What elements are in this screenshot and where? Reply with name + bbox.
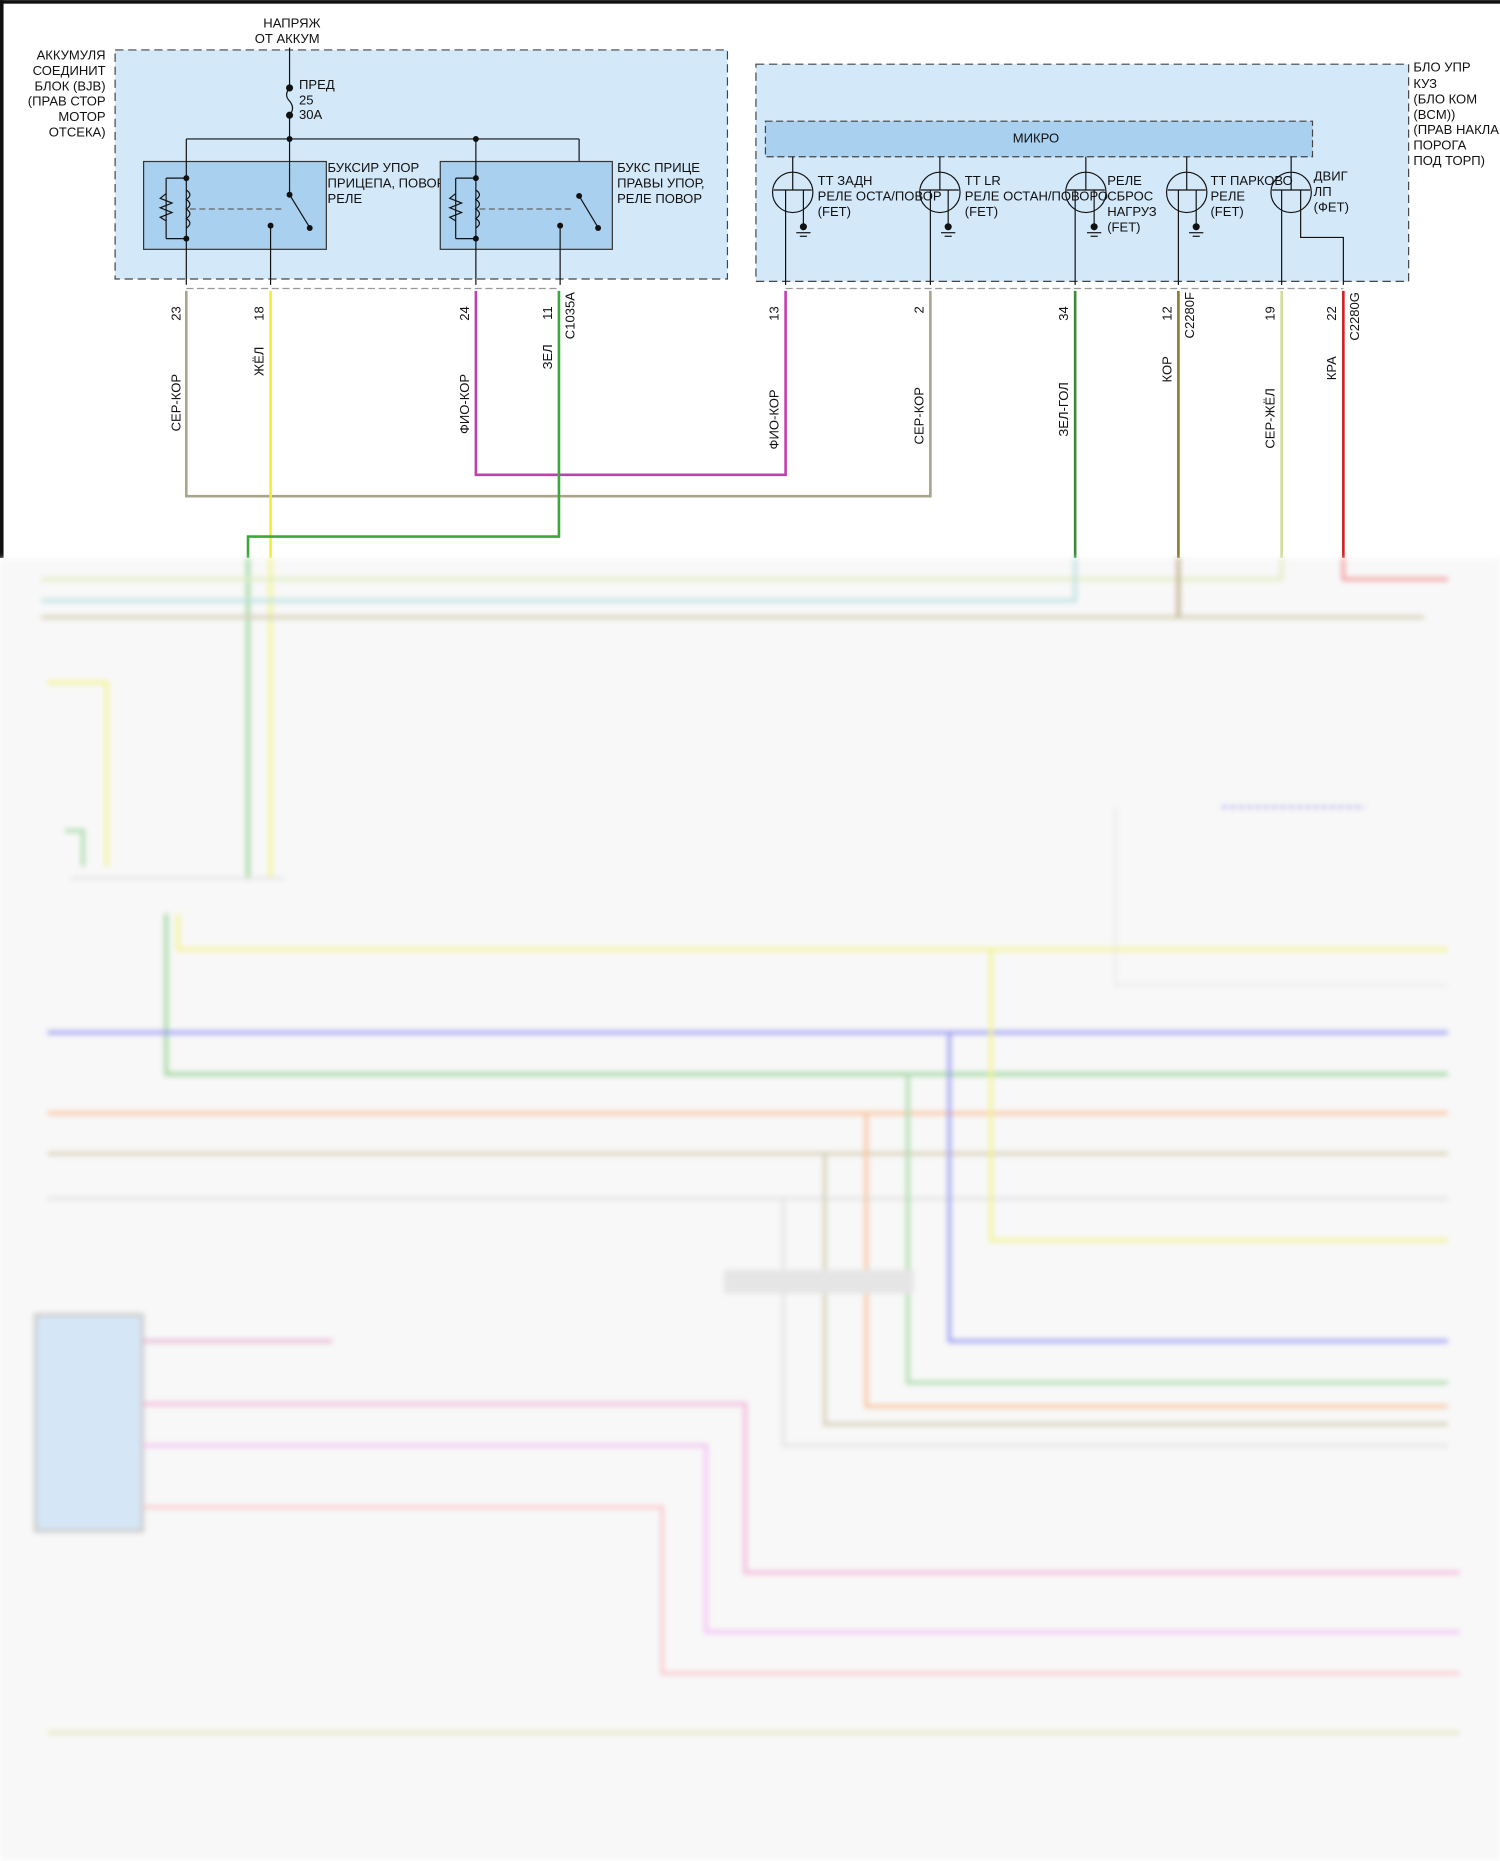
battery-feed-label: ОТ АККУМ xyxy=(255,31,320,46)
diagram-label: (ПРАВ СТОР xyxy=(28,94,106,109)
micro-block xyxy=(764,120,1314,158)
diagram-label: ПРАВЫ УПОР, xyxy=(617,176,704,191)
diagram-label: 34 xyxy=(1056,306,1071,321)
battery-feed-label: НАПРЯЖ xyxy=(263,15,320,30)
diagram-label: (FET) xyxy=(965,204,998,219)
fuse-label: 25 xyxy=(299,93,314,108)
diagram-label: РЕЛЕ xyxy=(328,191,363,206)
pin-labels: 23 СЕР-КОР 18 ЖЁЛ 24 ФИО-КОР 11 ЗЕЛ C103… xyxy=(168,292,1361,450)
diagram-label: КУЗ xyxy=(1413,76,1437,91)
diagram-label: РЕЛЕ ПОВОР xyxy=(617,191,702,206)
wire-green xyxy=(246,290,561,558)
diagram-label: ЗЕЛ xyxy=(540,344,555,369)
diagram-label: 18 xyxy=(251,306,266,321)
diagram-label: СБРОС xyxy=(1107,189,1153,204)
diagram-label: БЛОК (BJB) xyxy=(34,78,105,93)
diagram-label: РЕЛЕ ОСТА/ПОВОР xyxy=(818,189,942,204)
diagram-label: СЕР-ЖЁЛ xyxy=(1263,388,1278,449)
diagram-label: (FET) xyxy=(1107,220,1140,235)
relay-2: БУКС ПРИЦЕ ПРАВЫ УПОР, РЕЛЕ ПОВОР xyxy=(439,138,705,285)
diagram-label: 11 xyxy=(540,306,555,320)
fuse-label: 30A xyxy=(299,107,323,122)
diagram-label: СОЕДИНИТ xyxy=(33,63,106,78)
diagram-label: C1035A xyxy=(562,292,577,339)
micro-label: МИКРО xyxy=(1013,131,1059,146)
ground-icon xyxy=(1090,223,1098,231)
fuse xyxy=(285,47,294,139)
diagram-label: ФИО-КОР xyxy=(457,374,472,434)
ground-icon xyxy=(1192,223,1200,231)
frame-left xyxy=(0,0,4,558)
bcm-module: БЛО УПР КУЗ (БЛО КОМ (BCM)) (ПРАВ НАКЛА … xyxy=(755,59,1499,285)
diagram-label: СЕР-КОР xyxy=(911,387,926,445)
diagram-label: ЖЁЛ xyxy=(251,347,266,376)
relay-1: БУКСИР УПОР ПРИЦЕПА, ПОВОРОТ РЕЛЕ xyxy=(142,138,464,285)
bcm-label: БЛО УПР КУЗ (БЛО КОМ (BCM)) (ПРАВ НАКЛА … xyxy=(1413,59,1499,168)
diagram-label: БУКСИР УПОР xyxy=(328,160,420,175)
frame-top xyxy=(0,0,1500,4)
wire-violet-brown xyxy=(474,290,787,477)
diagram-label: 23 xyxy=(168,306,183,321)
diagram-label: ПОРОГА xyxy=(1413,138,1466,153)
bjb-label: АККУМУЛЯ СОЕДИНИТ БЛОК (BJB) (ПРАВ СТОР … xyxy=(28,47,106,139)
diagram-label: 12 xyxy=(1159,306,1174,321)
diagram-label: ОТСЕКА) xyxy=(49,125,106,140)
diagram-label: (BCM)) xyxy=(1413,107,1455,122)
diagram-label: (ПРАВ НАКЛА xyxy=(1413,122,1499,137)
diagram-label: 22 xyxy=(1324,306,1339,321)
diagram-label: БУКС ПРИЦЕ xyxy=(617,160,700,175)
diagram-label: РЕЛЕ xyxy=(1210,189,1245,204)
diagram-label: КРА xyxy=(1324,356,1339,380)
diagram-label: МОТОР xyxy=(58,109,106,124)
diagram-label: БЛО УПР xyxy=(1413,59,1471,74)
diagram-label: (ФЕТ) xyxy=(1314,199,1349,214)
blurred-lower-diagram xyxy=(0,557,1500,1861)
wires xyxy=(185,290,1345,558)
diagram-label: ПОД ТОРП) xyxy=(1413,153,1485,168)
ground-icons xyxy=(796,223,1204,237)
diagram-label: КОР xyxy=(1159,356,1174,383)
bjb-module: НАПРЯЖ ОТ АККУМ АККУМУЛЯ СОЕДИНИТ БЛОК (… xyxy=(28,15,729,285)
diagram-label: НАГРУЗ xyxy=(1107,204,1157,219)
diagram-label: C2280F xyxy=(1182,292,1197,338)
diagram-label: РЕЛЕ xyxy=(1107,173,1142,188)
diagram-label: ЗЕЛ-ГОЛ xyxy=(1056,382,1071,436)
diagram-label: ЛП xyxy=(1314,184,1332,199)
diagram-label: TT LR xyxy=(965,173,1001,188)
diagram-label: 19 xyxy=(1263,306,1278,321)
diagram-label: 13 xyxy=(766,306,781,321)
diagram-label: 24 xyxy=(457,306,472,321)
fuse-label: ПРЕД xyxy=(299,77,335,92)
diagram-label: ТТ ЗАДН xyxy=(818,173,873,188)
diagram-label: (БЛО КОМ xyxy=(1413,91,1477,106)
diagram-label: ДВИГ xyxy=(1314,169,1348,184)
diagram-label: 2 xyxy=(911,306,926,313)
diagram-label: ПРИЦЕПА, ПОВОРОТ xyxy=(328,176,464,191)
diagram-label: C2280G xyxy=(1347,292,1362,341)
diagram-label: ФИО-КОР xyxy=(766,389,781,449)
diagram-label: СЕР-КОР xyxy=(168,374,183,432)
ground-icon xyxy=(944,223,952,231)
diagram-label: АККУМУЛЯ xyxy=(37,47,106,62)
diagram-label: (FET) xyxy=(1210,204,1243,219)
diagram-label: (FET) xyxy=(818,204,851,219)
diagram-label: РЕЛЕ ОСТАН/ПОВОРО xyxy=(965,189,1108,204)
ground-icon xyxy=(799,223,807,231)
diagram-label: ТТ ПАРКОВО xyxy=(1210,173,1292,188)
